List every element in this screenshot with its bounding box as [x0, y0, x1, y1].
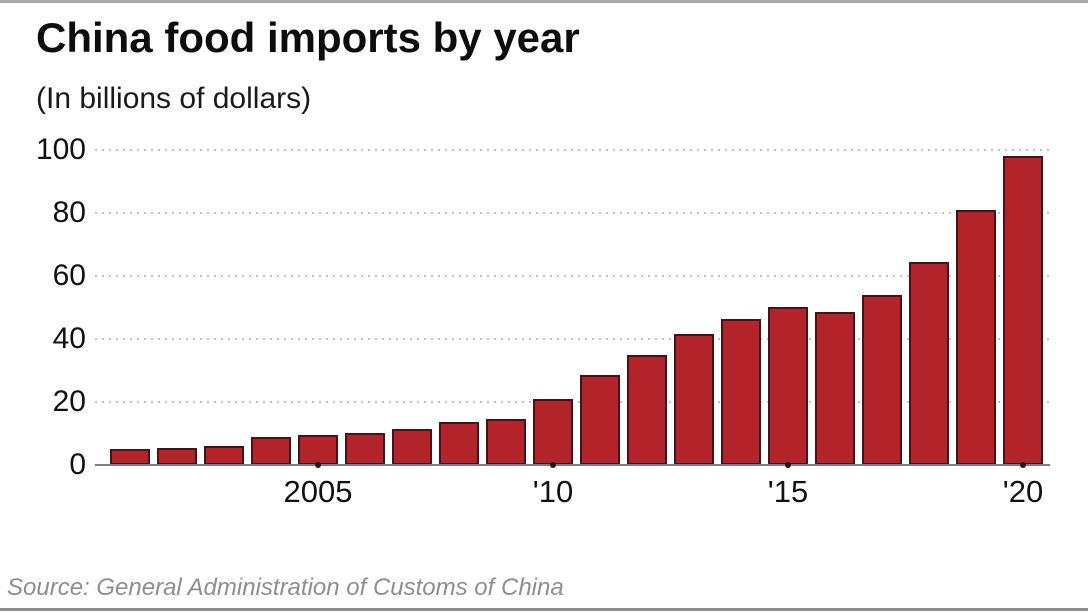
bar-chart-plot [95, 149, 1050, 468]
bar-2002 [157, 448, 197, 465]
source-note: Source: General Administration of Custom… [7, 574, 564, 601]
bar-2016 [815, 312, 855, 465]
bar-2018 [909, 262, 949, 465]
bar-2004 [251, 437, 291, 465]
gridline-60 [95, 275, 1050, 277]
bar-2019 [956, 210, 996, 465]
bar-2005 [298, 435, 338, 465]
gridline-100 [95, 149, 1050, 151]
bar-2012 [627, 355, 667, 465]
y-axis-label-80: 80 [52, 196, 86, 229]
y-axis-label-0: 0 [69, 448, 86, 481]
bar-2020 [1003, 156, 1043, 465]
x-axis-label-2015: '15 [767, 474, 809, 509]
y-axis-label-20: 20 [52, 385, 86, 418]
bar-2009 [486, 419, 526, 465]
y-axis-label-40: 40 [52, 322, 86, 355]
bar-2013 [674, 334, 714, 465]
x-axis-label-2010: '10 [532, 474, 574, 509]
bar-2014 [721, 319, 761, 465]
bar-2003 [204, 446, 244, 465]
bar-2017 [862, 295, 902, 465]
x-tick-dot-2020 [1020, 462, 1026, 468]
bar-2010 [533, 399, 573, 465]
y-axis-label-100: 100 [35, 133, 86, 166]
bar-2011 [580, 375, 620, 465]
top-border [0, 0, 1088, 3]
x-tick-dot-2010 [550, 462, 556, 468]
bar-2008 [439, 422, 479, 465]
x-axis-label-2020: '20 [1002, 474, 1044, 509]
chart-title: China food imports by year [36, 14, 580, 61]
bar-2001 [110, 449, 150, 465]
x-axis-line [95, 464, 1050, 466]
bar-2007 [392, 429, 432, 465]
bar-2006 [345, 433, 385, 465]
x-tick-dot-2015 [785, 462, 791, 468]
y-axis-label-60: 60 [52, 259, 86, 292]
chart-subtitle: (In billions of dollars) [36, 82, 312, 115]
gridline-40 [95, 338, 1050, 340]
bottom-border [0, 608, 1088, 611]
x-tick-dot-2005 [315, 462, 321, 468]
gridline-80 [95, 212, 1050, 214]
x-axis-label-2005: 2005 [283, 474, 353, 509]
bar-2015 [768, 307, 808, 465]
